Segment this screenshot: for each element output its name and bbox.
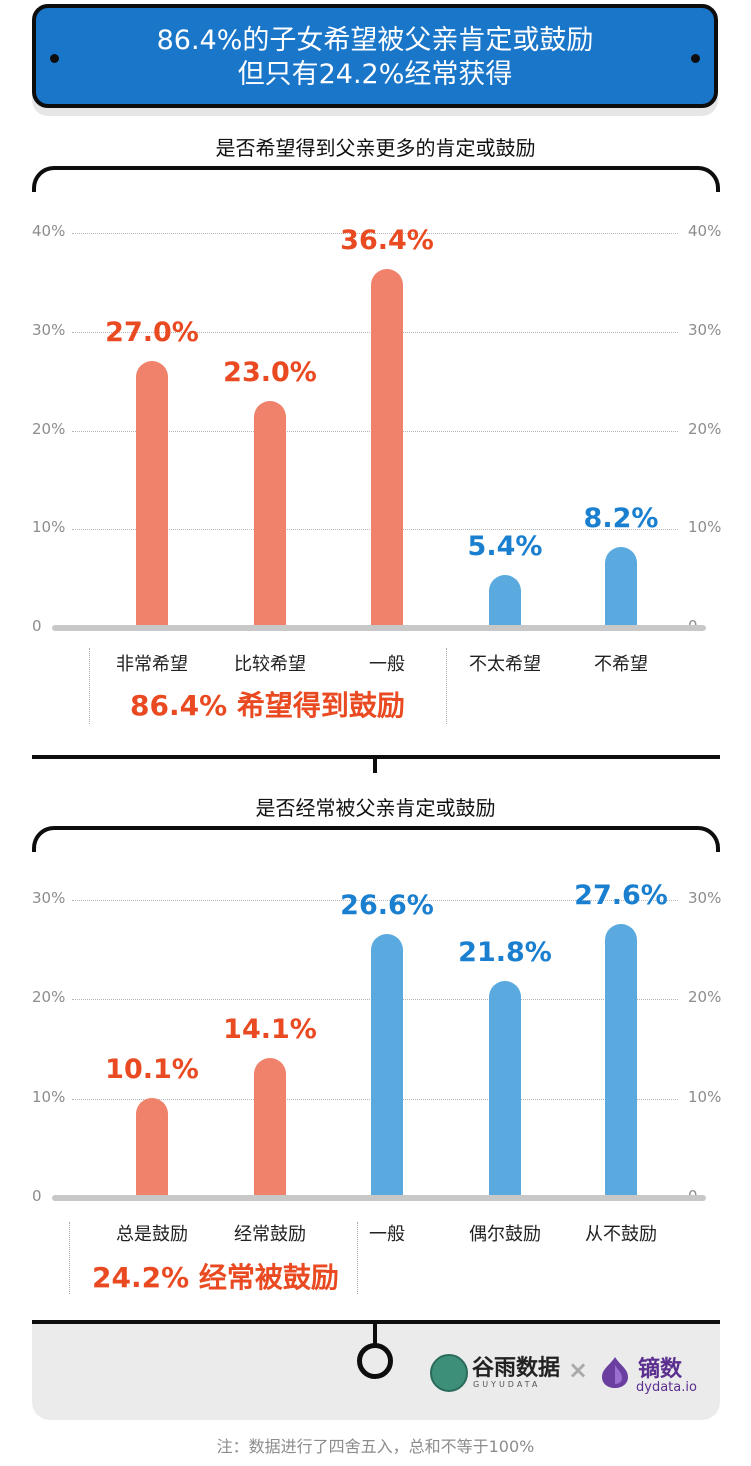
chart1-title: 是否希望得到父亲更多的肯定或鼓励 <box>215 136 536 160</box>
chart1-value-label-3: 5.4% <box>467 530 543 562</box>
chart2-value-label-4: 27.6% <box>574 879 668 911</box>
chart2-summary-divider-right <box>357 1222 358 1294</box>
footnote: 注：数据进行了四舍五入，总和不等于100% <box>216 1437 535 1456</box>
chart2-category-1: 经常鼓励 <box>234 1224 306 1245</box>
chart2-ytick-left-1: 10% <box>32 1087 66 1106</box>
footer-divider-tick <box>373 1320 377 1344</box>
chart2-ytick-right-3: 30% <box>688 889 722 907</box>
chart1-ytick-left-1: 10% <box>32 518 66 537</box>
chart2-bar-4 <box>605 923 637 1198</box>
chart2-ytick-right-2: 20% <box>688 988 722 1007</box>
chart2-bar-1 <box>254 1057 286 1198</box>
chart2-ytick-left-0: 0 <box>32 1187 42 1205</box>
chart2-title: 是否经常被父亲肯定或鼓励 <box>255 796 496 820</box>
chart1-baseline <box>52 625 706 631</box>
brand2-name: 镝数 <box>638 1357 683 1382</box>
chart2-gridline-3 <box>72 900 678 901</box>
header-dot-left <box>50 54 59 63</box>
chart1-ytick-right-2: 20% <box>688 419 722 438</box>
chart1-summary-divider-right <box>446 648 447 724</box>
header-banner: 86.4%的子女希望被父亲肯定或鼓励 但只有24.2%经常获得 <box>32 4 718 108</box>
chart2-summary: 24.2% 经常被鼓励 <box>92 1261 339 1294</box>
dydata-logo-icon <box>598 1355 632 1389</box>
chart1-bar-1 <box>254 400 286 628</box>
chart1-bar-3 <box>489 574 521 628</box>
chart1-category-2: 一般 <box>369 654 405 675</box>
header-dot-right <box>691 54 700 63</box>
chart1-bracket <box>32 166 720 192</box>
chart2-baseline <box>52 1195 706 1201</box>
chart2-bar-0 <box>136 1097 168 1198</box>
chart1-bar-0 <box>136 361 168 628</box>
chart2-value-label-3: 21.8% <box>458 937 552 969</box>
chart2-ytick-left-2: 20% <box>32 988 66 1007</box>
footer-circle-icon <box>357 1343 393 1379</box>
chart2-value-label-1: 14.1% <box>223 1013 317 1045</box>
chart1-value-label-2: 36.4% <box>340 224 434 256</box>
guyu-logo-icon <box>430 1354 468 1392</box>
chart1-value-label-4: 8.2% <box>583 503 659 535</box>
section-divider-tick <box>373 755 377 773</box>
chart1-ytick-right-4: 40% <box>688 222 722 240</box>
chart2-category-4: 从不鼓励 <box>585 1224 657 1245</box>
chart2-summary-divider-left <box>69 1222 70 1294</box>
header-title-line2: 但只有24.2%经常获得 <box>237 59 513 90</box>
times-icon: × <box>568 1356 589 1384</box>
chart2-category-0: 总是鼓励 <box>116 1224 188 1245</box>
chart1-bar-2 <box>371 268 403 628</box>
chart2-bracket <box>32 826 720 852</box>
brand2-sub: dydata.io <box>636 1380 697 1395</box>
chart2-ytick-right-1: 10% <box>688 1087 722 1106</box>
chart1-category-1: 比较希望 <box>234 654 306 675</box>
chart2-category-3: 偶尔鼓励 <box>469 1224 541 1245</box>
chart2-bar-3 <box>489 981 521 1198</box>
chart1-ytick-left-2: 20% <box>32 419 66 438</box>
chart1-value-label-1: 23.0% <box>223 356 317 388</box>
chart2-value-label-2: 26.6% <box>340 889 434 921</box>
chart1-bar-4 <box>605 547 637 628</box>
brand1-name: 谷雨数据 <box>472 1356 561 1381</box>
chart2-bar-2 <box>371 933 403 1198</box>
brand1-sub: GUYUDATA <box>473 1380 541 1389</box>
chart2-value-label-0: 10.1% <box>105 1053 199 1085</box>
chart1-category-4: 不希望 <box>594 654 648 675</box>
chart1-ytick-left-4: 40% <box>32 222 66 240</box>
header-title-line1: 86.4%的子女希望被父亲肯定或鼓励 <box>156 25 594 56</box>
chart2-category-2: 一般 <box>369 1224 405 1245</box>
chart1-category-3: 不太希望 <box>469 654 541 675</box>
chart1-value-label-0: 27.0% <box>105 317 199 349</box>
chart2-ytick-left-3: 30% <box>32 889 66 907</box>
chart1-gridline-4 <box>72 233 678 234</box>
chart1-ytick-left-0: 0 <box>32 617 42 635</box>
chart1-ytick-left-3: 30% <box>32 320 66 339</box>
chart1-summary-divider-left <box>89 648 90 724</box>
chart1-category-0: 非常希望 <box>116 654 188 675</box>
chart1-summary: 86.4% 希望得到鼓励 <box>130 689 405 722</box>
chart1-ytick-right-3: 30% <box>688 320 722 339</box>
chart1-ytick-right-1: 10% <box>688 518 722 537</box>
